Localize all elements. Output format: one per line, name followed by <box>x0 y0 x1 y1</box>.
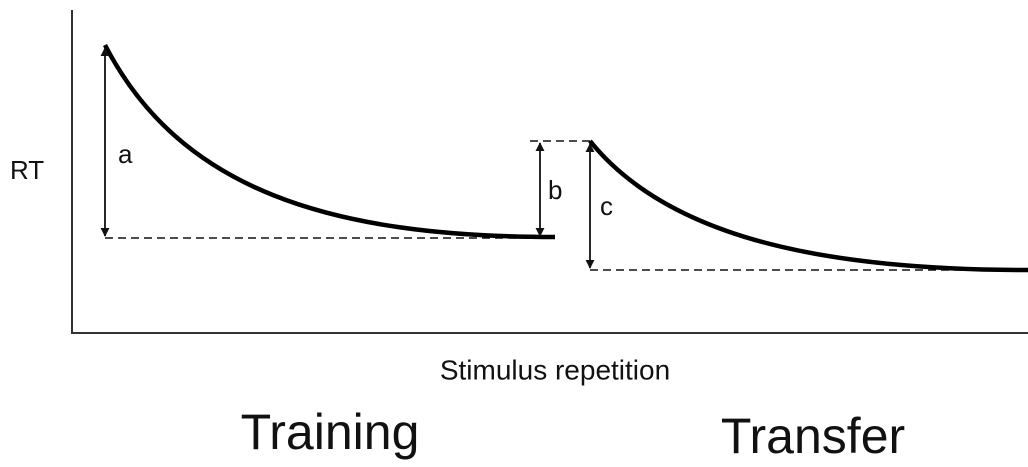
x-axis-label: Stimulus repetition <box>440 354 670 385</box>
marker-label: c <box>600 191 613 221</box>
axes <box>71 10 1028 334</box>
phase-label: Transfer <box>721 408 905 464</box>
marker-label: a <box>118 139 133 169</box>
phase-label: Training <box>241 404 420 460</box>
transfer-curve <box>588 139 1028 273</box>
y-axis-label: RT <box>10 155 44 185</box>
training-curve <box>103 43 556 240</box>
marker-label: b <box>548 175 562 205</box>
